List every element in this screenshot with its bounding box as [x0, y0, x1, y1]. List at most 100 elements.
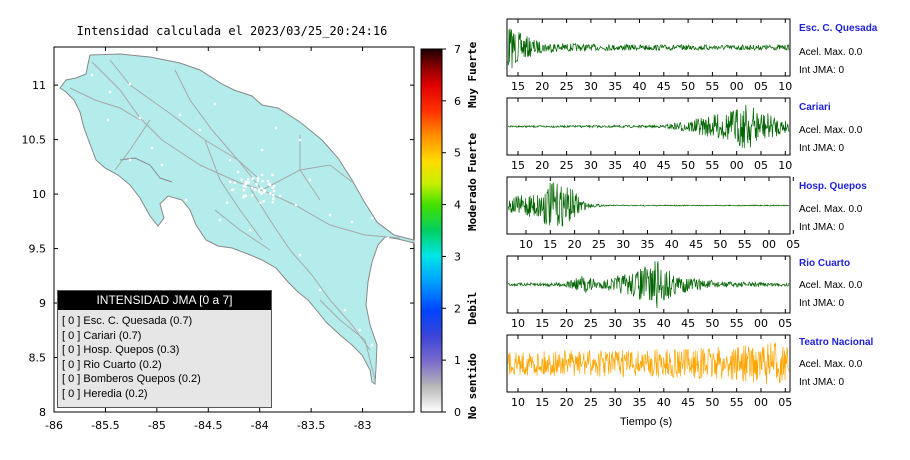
road-line: [299, 135, 321, 201]
map-title: Intensidad calculada el 2023/03/25_20:24…: [77, 24, 388, 38]
time-tick-label: 55: [738, 238, 752, 251]
station-name: Cariari: [799, 102, 831, 113]
time-tick-label: 10: [778, 80, 792, 93]
town-marker: [240, 178, 243, 182]
road-line: [261, 164, 353, 191]
time-tick-label: 40: [633, 80, 647, 93]
time-tick-label: 05: [778, 317, 792, 330]
town-marker: [128, 82, 132, 86]
colorbar-tick-label: 0: [454, 406, 461, 419]
map-x-axis: -86 -85.5 -85 -84.5 -84 -83.5 -83: [45, 47, 372, 432]
station-int: Int JMA: 0: [799, 65, 845, 76]
town-marker: [370, 216, 374, 220]
town-marker: [298, 253, 302, 257]
time-tick-label: 55: [730, 317, 744, 330]
town-marker: [274, 126, 278, 130]
colorbar-class-label: Muy Fuerte: [466, 41, 479, 108]
town-marker: [242, 189, 246, 192]
time-tick-label: 50: [681, 159, 695, 172]
town-marker: [246, 181, 249, 184]
time-tick-label: 00: [754, 317, 768, 330]
town-marker: [272, 184, 276, 188]
town-marker: [255, 183, 258, 186]
y-tick-label: 11: [32, 79, 46, 92]
waveform-panel: 10 15 20 25 30 35 40 45 50 55 00 05: [506, 255, 792, 330]
colorbar-tick-label: 3: [454, 250, 461, 263]
town-marker: [218, 218, 222, 222]
town-marker: [242, 194, 246, 198]
town-marker: [318, 288, 322, 292]
station-acel: Acel. Max. 0.0: [799, 125, 863, 136]
time-tick-label: 50: [681, 80, 695, 93]
time-tick-label: 25: [584, 317, 598, 330]
time-tick-label: 50: [713, 238, 727, 251]
time-tick-label: 45: [681, 396, 695, 409]
town-marker: [263, 189, 267, 192]
time-tick-label: 45: [681, 317, 695, 330]
colorbar-tick-label: 7: [454, 43, 461, 56]
station-int: Int JMA: 0: [799, 377, 845, 388]
time-tick-label: 20: [535, 159, 549, 172]
time-axis-label: Tiempo (s): [620, 416, 673, 428]
time-tick-label: 50: [705, 317, 719, 330]
town-marker: [230, 188, 234, 192]
town-marker: [244, 183, 247, 186]
road-line: [69, 87, 141, 121]
time-tick-label: 00: [762, 238, 776, 251]
waveform-trace: [507, 342, 790, 385]
colorbar-tick-label: 5: [454, 147, 461, 160]
waveform-panel: 10 15 20 25 30 35 40 45 50 55 00 05: [506, 176, 800, 251]
town-marker: [262, 189, 265, 192]
town-marker: [259, 201, 262, 204]
y-tick-label: 9: [39, 297, 46, 310]
time-tick-label: 15: [535, 396, 549, 409]
time-tick-label: 20: [560, 317, 574, 330]
town-marker: [294, 203, 298, 207]
legend-item: [ 0 ] Esc. C. Quesada (0.7): [62, 315, 193, 327]
road-line: [204, 139, 263, 241]
station-name: Teatro Nacional: [799, 337, 874, 348]
town-marker: [254, 188, 257, 191]
y-tick-label: 8.5: [29, 352, 47, 365]
time-tick-label: 40: [657, 317, 671, 330]
time-tick-label: 35: [633, 317, 647, 330]
town-marker: [244, 185, 247, 188]
station-int: Int JMA: 0: [799, 143, 845, 154]
town-marker: [213, 102, 217, 106]
town-marker: [257, 188, 261, 191]
town-marker: [272, 194, 275, 197]
time-tick-label: 30: [608, 317, 622, 330]
time-tick-label: 20: [568, 238, 582, 251]
town-marker: [328, 213, 332, 217]
intensity-legend: INTENSIDAD JMA [0 a 7] [ 0 ] Esc. C. Que…: [57, 290, 272, 408]
town-marker: [90, 73, 94, 77]
legend-item: [ 0 ] Rio Cuarto (0.2): [62, 358, 162, 371]
road-network: [69, 59, 401, 381]
y-tick-label: 8: [39, 406, 46, 419]
colorbar-tick-label: 1: [454, 354, 461, 367]
town-marker: [244, 180, 248, 184]
road-line: [109, 59, 239, 161]
legend-item: [ 0 ] Cariari (0.7): [62, 329, 142, 342]
time-tick-label: 05: [754, 80, 768, 93]
town-marker: [108, 90, 112, 94]
waveform-frame: [506, 255, 791, 314]
waveform-panel: 15 20 25 30 35 40 45 50 55 00 05 10: [506, 97, 792, 172]
colorbar-tick-label: 4: [454, 199, 461, 212]
town-marker: [236, 170, 240, 174]
y-tick-label: 9.5: [29, 243, 47, 256]
time-tick-label: 55: [705, 159, 719, 172]
time-tick-label: 30: [584, 80, 598, 93]
town-marker: [233, 181, 237, 184]
time-tick-label: 50: [705, 396, 719, 409]
legend-item: [ 0 ] Bomberos Quepos (0.2): [62, 373, 201, 386]
town-marker: [251, 194, 254, 197]
town-marker: [251, 177, 255, 180]
town-marker: [106, 118, 110, 122]
town-marker: [242, 184, 245, 187]
colorbar-labels: No sentido Debil Moderado Fuerte Muy Fuerte: [466, 41, 479, 419]
town-marker: [271, 201, 274, 204]
town-marker: [343, 308, 347, 312]
town-marker: [308, 178, 312, 182]
station-acel: Acel. Max. 0.0: [799, 359, 863, 370]
